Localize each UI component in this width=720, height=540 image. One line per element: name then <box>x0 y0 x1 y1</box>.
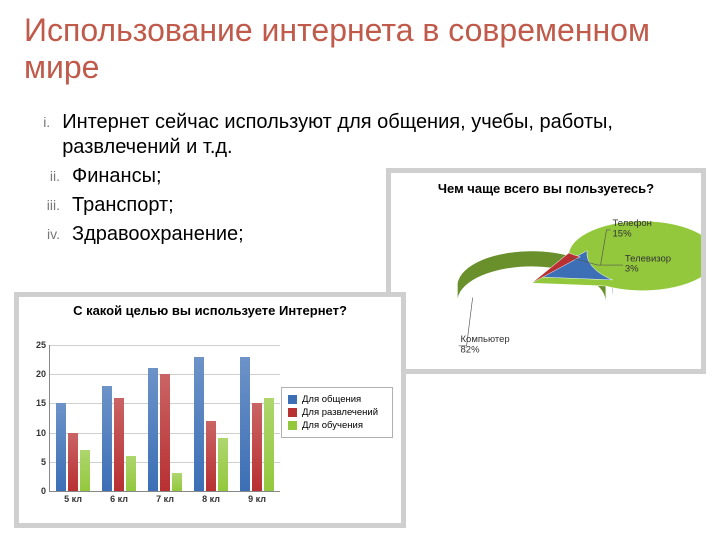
y-axis-label: 0 <box>41 486 50 496</box>
bar <box>126 456 136 491</box>
slide-title: Использование интернета в современном ми… <box>24 12 696 86</box>
bar <box>240 357 250 491</box>
pie-slice-label: 3% <box>625 264 639 275</box>
bullet-text: Транспорт; <box>72 193 174 218</box>
pie-slice-label: Компьютер <box>461 334 510 345</box>
gridline <box>50 345 280 346</box>
bar <box>218 438 228 491</box>
legend-item: Для обучения <box>288 420 386 431</box>
y-axis-label: 5 <box>41 457 50 467</box>
bullet-number: iii. <box>14 193 72 213</box>
legend-label: Для обучения <box>302 420 363 431</box>
bullet-number: i. <box>14 110 62 130</box>
bar <box>148 368 158 491</box>
pie-chart: Чем чаще всего вы пользуетесь? Компьютер… <box>386 168 706 374</box>
legend-label: Для развлечений <box>302 407 378 418</box>
legend-label: Для общения <box>302 394 361 405</box>
bullet-number: ii. <box>14 164 72 184</box>
bar <box>194 357 204 491</box>
bar-chart-legend: Для общения Для развлечений Для обучения <box>281 387 393 438</box>
y-axis-label: 25 <box>36 340 50 350</box>
pie-slice-label: 82% <box>461 344 481 355</box>
bar <box>264 398 274 491</box>
x-axis-label: 9 кл <box>248 491 266 504</box>
bar <box>102 386 112 491</box>
pie-slice-label: Телефон <box>613 218 652 229</box>
bar <box>252 403 262 491</box>
bar <box>80 450 90 491</box>
pie-chart-stage: Компьютер82% Телефон15% Телевизор3% <box>391 209 701 361</box>
bar <box>160 374 170 491</box>
bar <box>206 421 216 491</box>
bar-chart: С какой целью вы используете Интернет? 0… <box>14 292 406 528</box>
bullet-text: Интернет сейчас используют для общения, … <box>62 110 634 160</box>
legend-item: Для развлечений <box>288 407 386 418</box>
x-axis-label: 7 кл <box>156 491 174 504</box>
bullet-text: Финансы; <box>72 164 162 189</box>
x-axis-label: 5 кл <box>64 491 82 504</box>
pie-svg: Компьютер82% Телефон15% Телевизор3% <box>391 209 701 361</box>
legend-swatch <box>288 395 297 404</box>
bullet-number: iv. <box>14 222 72 242</box>
pie-slice-label: 15% <box>613 229 633 240</box>
pie-slice-label: Телевизор <box>625 253 671 264</box>
y-axis-label: 10 <box>36 428 50 438</box>
y-axis-label: 15 <box>36 398 50 408</box>
x-axis-label: 6 кл <box>110 491 128 504</box>
list-item: i. Интернет сейчас используют для общени… <box>14 110 634 160</box>
bar <box>68 433 78 491</box>
x-axis-label: 8 кл <box>202 491 220 504</box>
legend-swatch <box>288 408 297 417</box>
bar <box>114 398 124 491</box>
legend-swatch <box>288 421 297 430</box>
bullet-text: Здравоохранение; <box>72 222 244 247</box>
bar <box>56 403 66 491</box>
bar <box>172 473 182 491</box>
bar-chart-plot: 05101520255 кл6 кл7 кл8 кл9 кл <box>49 345 280 492</box>
legend-item: Для общения <box>288 394 386 405</box>
y-axis-label: 20 <box>36 369 50 379</box>
bar-chart-title: С какой целью вы используете Интернет? <box>29 303 391 319</box>
pie-chart-title: Чем чаще всего вы пользуетесь? <box>391 181 701 196</box>
